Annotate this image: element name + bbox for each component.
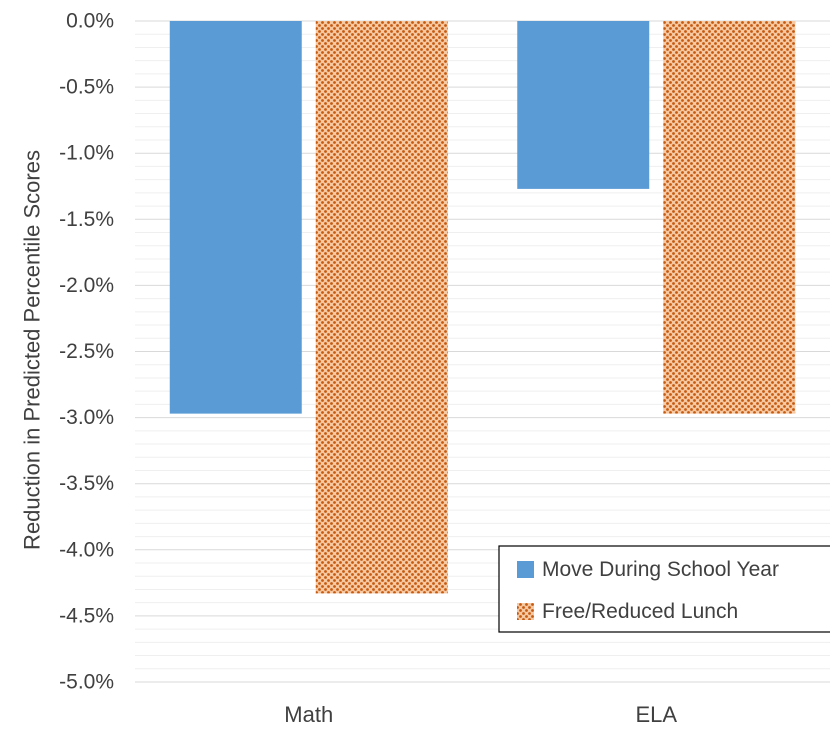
- y-tick-label: -4.5%: [59, 604, 114, 627]
- y-tick-label: -2.5%: [59, 340, 114, 363]
- legend: Move During School Year Free/Reduced Lun…: [498, 545, 830, 633]
- legend-box: [498, 545, 830, 633]
- y-tick-label: -3.5%: [59, 472, 114, 495]
- bar-math-lunch: [315, 21, 448, 594]
- y-tick-label: -3.0%: [59, 406, 114, 429]
- legend-swatch-move: [517, 561, 534, 578]
- bars: [169, 21, 796, 594]
- y-tick-label: -5.0%: [59, 671, 114, 694]
- y-tick-label: 0.0%: [66, 10, 114, 33]
- y-tick-label: -1.0%: [59, 142, 114, 165]
- y-tick-label: -0.5%: [59, 76, 114, 99]
- y-tick-label: -1.5%: [59, 208, 114, 231]
- x-axis-category-labels: Math ELA: [284, 702, 677, 727]
- legend-label-lunch: Free/Reduced Lunch: [542, 600, 738, 623]
- legend-label-move: Move During School Year: [542, 558, 779, 581]
- y-tick-label: -2.0%: [59, 274, 114, 297]
- legend-swatch-lunch: [517, 603, 534, 620]
- bar-ela-lunch: [663, 21, 796, 414]
- bar-ela-move: [517, 21, 650, 189]
- x-category-label: ELA: [635, 702, 677, 727]
- y-axis-tick-labels: 0.0% -0.5% -1.0% -1.5% -2.0% -2.5% -3.0% -3.5% -…: [59, 10, 114, 694]
- y-axis-title: Reduction in Predicted Percentile Scores: [20, 150, 45, 550]
- x-category-label: Math: [284, 702, 333, 727]
- y-tick-label: -4.0%: [59, 538, 114, 561]
- bar-math-move: [169, 21, 302, 414]
